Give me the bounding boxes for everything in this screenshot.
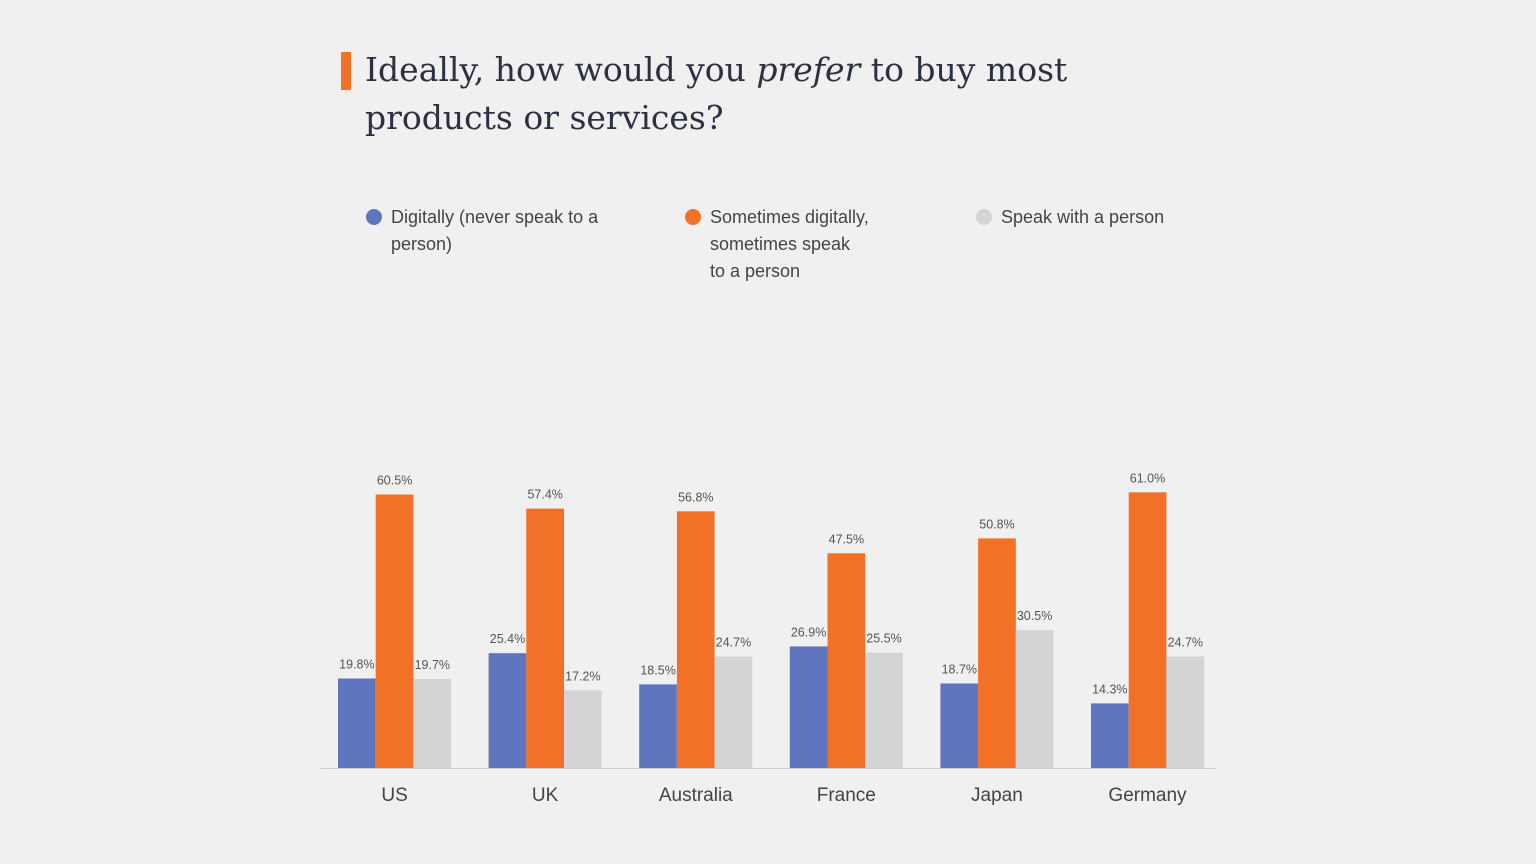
data-label-person-japan: 30.5% — [1017, 609, 1052, 623]
data-label-person-germany: 24.7% — [1168, 635, 1203, 649]
data-label-sometimes-germany: 61.0% — [1130, 471, 1165, 485]
data-label-person-us: 19.7% — [415, 658, 450, 672]
chart-title-part-1: Ideally, how would you — [365, 50, 757, 89]
bar-sometimes-japan — [978, 538, 1016, 768]
data-label-sometimes-france: 47.5% — [829, 532, 864, 546]
bar-digitally-australia — [639, 684, 677, 768]
legend-label-line: person) — [391, 234, 453, 254]
title-accent-bar — [341, 52, 351, 90]
bar-sometimes-germany — [1128, 492, 1167, 768]
legend-label-line: sometimes speak — [710, 234, 851, 254]
data-label-sometimes-japan: 50.8% — [979, 517, 1014, 531]
data-label-digitally-uk: 25.4% — [490, 632, 525, 646]
chart-title-part-2: to buy most products or services? — [365, 50, 1068, 137]
x-tick-label-france: France — [817, 785, 876, 806]
data-label-sometimes-uk: 57.4% — [527, 488, 562, 502]
data-label-digitally-japan: 18.7% — [942, 663, 977, 677]
bar-person-france — [865, 652, 903, 768]
bar-sometimes-australia — [676, 511, 715, 768]
data-label-digitally-us: 19.8% — [339, 658, 374, 672]
bar-digitally-germany — [1091, 703, 1129, 768]
data-label-person-uk: 17.2% — [565, 669, 600, 683]
legend-marker-person — [976, 209, 992, 225]
data-label-digitally-australia: 18.5% — [640, 663, 675, 677]
bar-digitally-france — [789, 646, 828, 768]
chart-title: Ideally, how would you prefer to buy mos… — [365, 46, 1185, 142]
x-tick-label-germany: Germany — [1108, 785, 1187, 806]
bar-person-us — [413, 679, 452, 768]
bar-person-japan — [1015, 630, 1054, 768]
x-tick-label-japan: Japan — [971, 785, 1023, 806]
bar-person-uk — [564, 690, 602, 768]
data-label-digitally-germany: 14.3% — [1092, 682, 1127, 696]
chart-title-emphasis: prefer — [756, 50, 861, 89]
bar-sometimes-us — [375, 494, 414, 768]
bar-digitally-uk — [488, 653, 527, 768]
data-label-sometimes-australia: 56.8% — [678, 490, 713, 504]
x-tick-label-us: US — [381, 785, 407, 806]
x-tick-label-uk: UK — [532, 785, 559, 806]
data-label-digitally-france: 26.9% — [791, 625, 826, 639]
bar-digitally-us — [338, 678, 376, 768]
bar-sometimes-france — [827, 553, 866, 768]
data-label-sometimes-us: 60.5% — [377, 474, 412, 488]
bar-digitally-japan — [940, 683, 979, 768]
data-label-person-australia: 24.7% — [716, 635, 751, 649]
legend-marker-sometimes — [685, 209, 701, 225]
bar-person-germany — [1166, 656, 1205, 768]
legend-marker-digitally — [366, 209, 382, 225]
legend-label-line: Sometimes digitally, — [710, 207, 869, 227]
x-tick-label-australia: Australia — [659, 785, 733, 806]
data-label-person-france: 25.5% — [866, 632, 901, 646]
legend-label-person: Speak with a person — [1001, 204, 1164, 231]
legend-label-sometimes: Sometimes digitally, sometimes speak to … — [710, 204, 869, 285]
legend-label-line: Speak with a person — [1001, 207, 1165, 227]
legend-label-line: to a person — [710, 261, 801, 281]
legend-label-line: Digitally (never speak to a — [391, 207, 599, 227]
bar-sometimes-uk — [526, 508, 564, 768]
bar-person-australia — [714, 656, 753, 768]
legend-label-digitally: Digitally (never speak to a person) — [391, 204, 598, 258]
